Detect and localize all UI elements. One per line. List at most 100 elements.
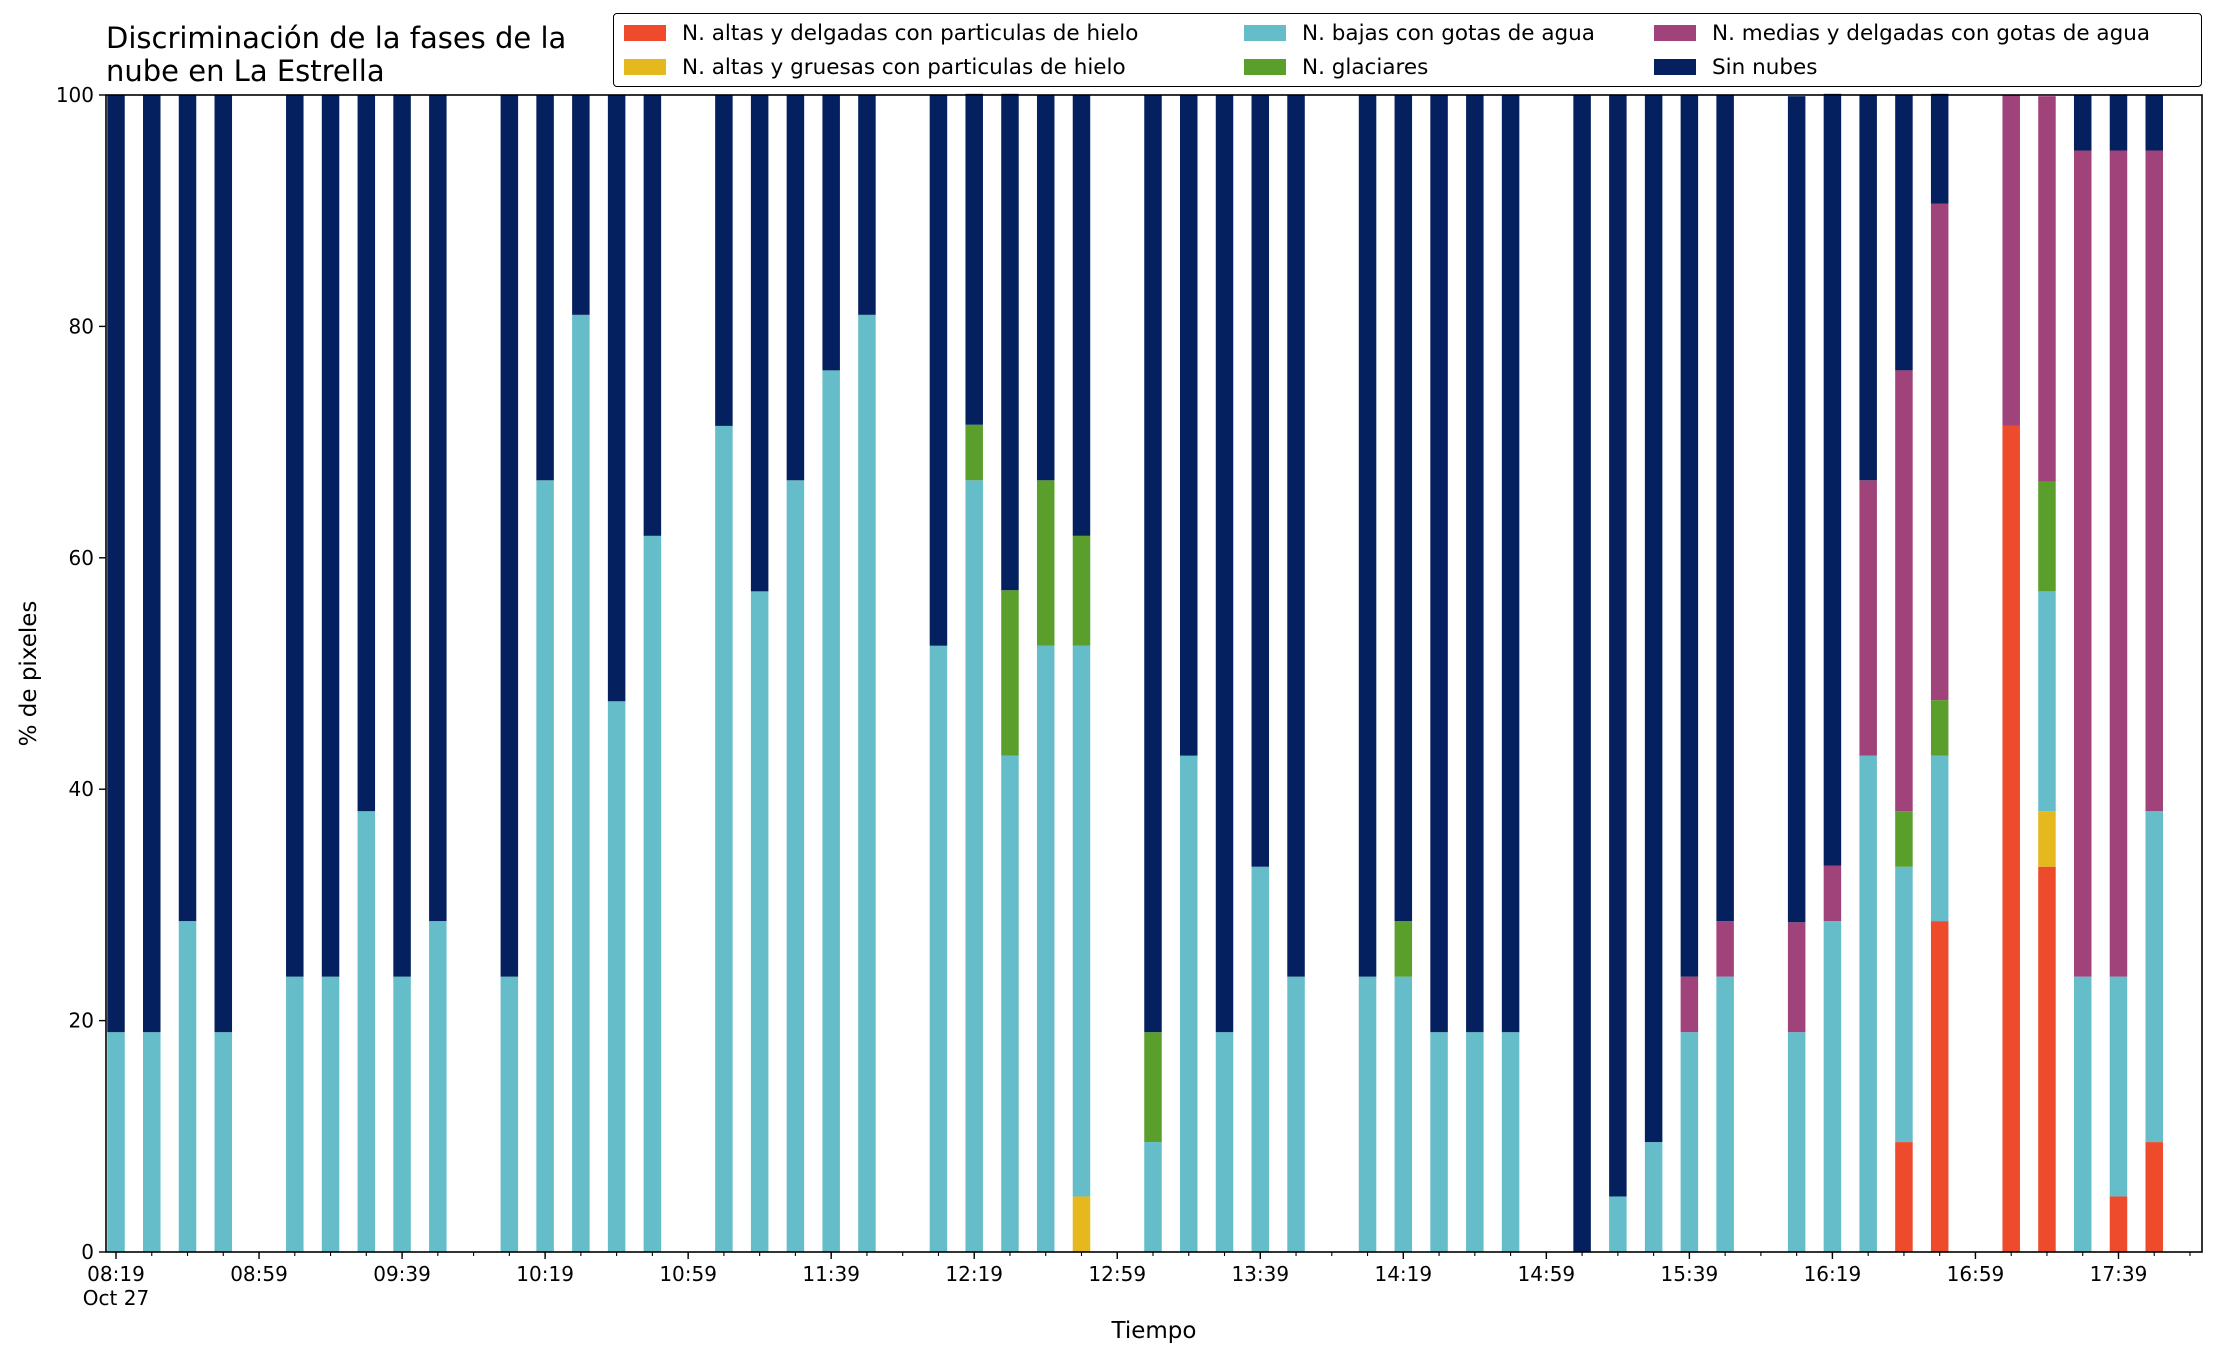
bar-segment-n-bajas-con-gotas-de-agua-1009: [500, 976, 519, 1252]
bar-segment-n-bajas-con-gotas-de-agua-1229: [1001, 755, 1019, 1252]
bar-segment-n-bajas-con-gotas-de-agua-1019: [536, 480, 554, 1252]
bars-layer: [107, 93, 2163, 1253]
bar-segment-sin-nubes-1609: [1787, 96, 1806, 923]
bar-segment-n-bajas-con-gotas-de-agua-1329: [1215, 1032, 1234, 1252]
legend-item-medias-delgadas: N. medias y delgadas con gotas de agua: [1654, 18, 2150, 48]
bar-segment-n-altas-y-delgadas-con-particulas-de-hielo-1719: [2038, 866, 2056, 1252]
y-tick-label: 40: [69, 777, 94, 801]
legend-label-bajas-agua: N. bajas con gotas de agua: [1302, 20, 1595, 46]
bar-segment-sin-nubes-0939: [393, 95, 411, 977]
bar-segment-sin-nubes-1119: [750, 95, 769, 592]
x-tick-label: 14:19: [1374, 1262, 1432, 1286]
bar-segment-sin-nubes-1519: [1609, 95, 1627, 1197]
legend-swatch-sin-nubes: [1654, 59, 1696, 75]
bar-segment-n-bajas-con-gotas-de-agua-1119: [750, 591, 769, 1252]
bar-segment-n-bajas-con-gotas-de-agua-1629: [1859, 755, 1877, 1252]
bar-segment-sin-nubes-1339: [1251, 95, 1270, 867]
bar-segment-sin-nubes-1129: [786, 95, 805, 481]
chart-legend: N. altas y delgadas con particulas de hi…: [613, 13, 2202, 87]
bar-segment-n-bajas-con-gotas-de-agua-1549: [1716, 976, 1734, 1252]
legend-label-medias-delgadas: N. medias y delgadas con gotas de agua: [1712, 20, 2151, 46]
bar-segment-sin-nubes-1739: [2109, 95, 2128, 151]
x-tick-label: 17:39: [2090, 1262, 2148, 1286]
bar-segment-n-medias-y-delgadas-con-gotas-de-agua-1649: [1930, 203, 1949, 701]
bar-segment-n-bajas-con-gotas-de-agua-1439: [1466, 1032, 1484, 1252]
x-tick-label: 12:19: [945, 1262, 1003, 1286]
bar-segment-n-glaciares-1309: [1144, 1032, 1162, 1143]
bar-segment-n-bajas-con-gotas-de-agua-1309: [1144, 1142, 1162, 1252]
bar-segment-sin-nubes-1039: [607, 95, 626, 702]
bar-segment-n-bajas-con-gotas-de-agua-1409: [1358, 976, 1377, 1252]
bar-segment-sin-nubes-1049: [643, 95, 662, 536]
bar-segment-n-medias-y-delgadas-con-gotas-de-agua-1739: [2109, 150, 2128, 977]
legend-swatch-bajas-agua: [1244, 25, 1286, 41]
bar-segment-sin-nubes-1209: [929, 95, 948, 646]
y-tick-label: 60: [69, 546, 94, 570]
bar-segment-n-altas-y-gruesas-con-particulas-de-hielo-1719: [2038, 811, 2056, 867]
bar-segment-n-bajas-con-gotas-de-agua-1609: [1787, 1032, 1806, 1252]
bar-segment-n-altas-y-delgadas-con-particulas-de-hielo-1739: [2109, 1196, 2128, 1252]
legend-item-sin-nubes: Sin nubes: [1654, 52, 1817, 82]
bar-segment-n-bajas-con-gotas-de-agua-0919: [321, 976, 340, 1252]
legend-swatch-medias-delgadas: [1654, 25, 1696, 41]
legend-swatch-altas-delgadas: [624, 25, 666, 41]
bar-segment-n-bajas-con-gotas-de-agua-1529: [1644, 1142, 1663, 1252]
bar-segment-sin-nubes-1239: [1036, 95, 1055, 481]
bar-segment-n-bajas-con-gotas-de-agua-1429: [1430, 1032, 1448, 1252]
x-tick-label: 09:39: [373, 1262, 431, 1286]
bar-segment-n-bajas-con-gotas-de-agua-1719: [2038, 591, 2056, 812]
bar-segment-n-bajas-con-gotas-de-agua-0909: [286, 976, 304, 1252]
bar-segment-n-bajas-con-gotas-de-agua-0939: [393, 976, 411, 1252]
bar-segment-n-bajas-con-gotas-de-agua-1149: [858, 314, 876, 1253]
bar-segment-n-medias-y-delgadas-con-gotas-de-agua-1609: [1787, 922, 1806, 1033]
bar-segment-n-bajas-con-gotas-de-agua-1139: [822, 370, 840, 1253]
bar-segment-n-bajas-con-gotas-de-agua-1449: [1501, 1032, 1520, 1252]
bar-segment-n-medias-y-delgadas-con-gotas-de-agua-1729: [2073, 150, 2092, 977]
bar-segment-sin-nubes-0909: [286, 95, 304, 977]
bar-segment-sin-nubes-1329: [1215, 95, 1234, 1033]
bar-segment-n-medias-y-delgadas-con-gotas-de-agua-1539: [1680, 976, 1699, 1033]
x-tick-label: 14:59: [1518, 1262, 1576, 1286]
bar-segment-n-bajas-con-gotas-de-agua-1649: [1930, 755, 1949, 922]
bar-segment-n-medias-y-delgadas-con-gotas-de-agua-1749: [2145, 150, 2163, 812]
bar-segment-n-glaciares-1649: [1930, 700, 1949, 756]
bar-segment-n-bajas-con-gotas-de-agua-0929: [357, 811, 376, 1252]
bar-segment-n-altas-y-delgadas-con-particulas-de-hielo-1749: [2145, 1142, 2163, 1252]
bar-segment-n-bajas-con-gotas-de-agua-0849: [214, 1032, 233, 1252]
bar-segment-n-bajas-con-gotas-de-agua-1519: [1609, 1196, 1627, 1252]
bar-segment-sin-nubes-1229: [1001, 93, 1019, 591]
bar-segment-sin-nubes-1529: [1644, 95, 1663, 1143]
bar-segment-n-glaciares-1239: [1036, 480, 1055, 646]
x-tick-label: 10:59: [659, 1262, 717, 1286]
legend-swatch-glaciares: [1244, 59, 1286, 75]
bar-segment-n-glaciares-1639: [1895, 811, 1913, 867]
x-tick-label: 16:59: [1947, 1262, 2005, 1286]
bar-segment-sin-nubes-1219: [965, 93, 983, 425]
bar-segment-sin-nubes-0849: [214, 95, 233, 1033]
bar-segment-sin-nubes-1029: [572, 95, 590, 315]
bar-segment-n-bajas-con-gotas-de-agua-1249: [1072, 645, 1091, 1197]
bar-segment-n-glaciares-1719: [2038, 481, 2056, 592]
bar-segment-n-bajas-con-gotas-de-agua-1539: [1680, 1032, 1699, 1252]
bar-segment-n-bajas-con-gotas-de-agua-1219: [965, 480, 983, 1252]
bar-segment-sin-nubes-1509: [1573, 95, 1591, 1252]
x-tick-label: 08:19: [87, 1262, 145, 1286]
legend-swatch-altas-gruesas: [624, 59, 666, 75]
plot-frame: [105, 94, 2203, 1253]
bar-segment-sin-nubes-1309: [1144, 95, 1162, 1033]
bar-segment-sin-nubes-1539: [1680, 95, 1699, 977]
x-tick-label: 08:59: [230, 1262, 288, 1286]
bar-segment-n-bajas-con-gotas-de-agua-0839: [178, 921, 197, 1252]
x-tick-label: 11:39: [802, 1262, 860, 1286]
bar-segment-sin-nubes-0949: [429, 95, 447, 922]
bar-segment-n-bajas-con-gotas-de-agua-1749: [2145, 811, 2163, 1143]
bar-segment-n-bajas-con-gotas-de-agua-1129: [786, 480, 805, 1252]
x-tick-sublabel: Oct 27: [83, 1286, 149, 1310]
bar-segment-sin-nubes-1249: [1072, 95, 1091, 536]
bar-segment-n-bajas-con-gotas-de-agua-1209: [929, 645, 948, 1252]
bar-segment-sin-nubes-1349: [1287, 95, 1305, 977]
bar-segment-sin-nubes-1109: [715, 95, 733, 426]
bar-segment-n-glaciares-1249: [1072, 535, 1091, 646]
bar-segment-sin-nubes-1449: [1501, 95, 1520, 1033]
bar-segment-n-altas-y-gruesas-con-particulas-de-hielo-1249: [1072, 1196, 1091, 1252]
